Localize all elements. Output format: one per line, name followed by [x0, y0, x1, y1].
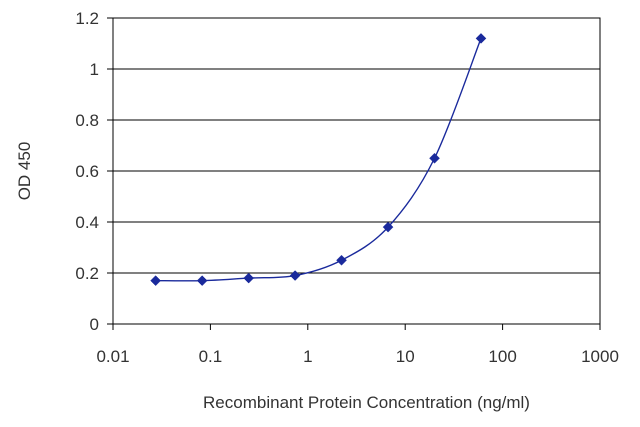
y-tick-label: 1 [90, 60, 99, 79]
y-tick-labels: 0 0.2 0.4 0.6 0.8 1 1.2 [75, 9, 99, 334]
data-point-marker [196, 275, 208, 287]
y-tick-label: 0.4 [75, 213, 99, 232]
x-tick-label: 1 [303, 347, 312, 366]
data-point-marker [429, 152, 440, 164]
data-points [150, 33, 487, 287]
axis-ticks [107, 17, 601, 330]
y-tick-label: 0 [90, 315, 99, 334]
y-axis-title: OD 450 [15, 142, 34, 201]
x-axis-title: Recombinant Protein Concentration (ng/ml… [203, 393, 530, 412]
data-point-marker [475, 33, 487, 44]
data-point-marker [243, 272, 255, 284]
data-point-marker [289, 270, 301, 281]
x-tick-label: 0.01 [96, 347, 129, 366]
y-tick-label: 1.2 [75, 9, 99, 28]
x-tick-label: 10 [396, 347, 415, 366]
x-tick-label: 0.1 [199, 347, 223, 366]
data-point-marker [336, 254, 347, 266]
x-tick-labels: 0.01 0.1 1 10 100 1000 [96, 347, 618, 366]
data-point-marker [382, 221, 394, 233]
x-tick-label: 100 [488, 347, 516, 366]
y-tick-label: 0.8 [75, 111, 99, 130]
y-tick-label: 0.6 [75, 162, 99, 181]
data-point-marker [150, 275, 161, 287]
x-tick-label: 1000 [581, 347, 619, 366]
y-tick-label: 0.2 [75, 264, 99, 283]
